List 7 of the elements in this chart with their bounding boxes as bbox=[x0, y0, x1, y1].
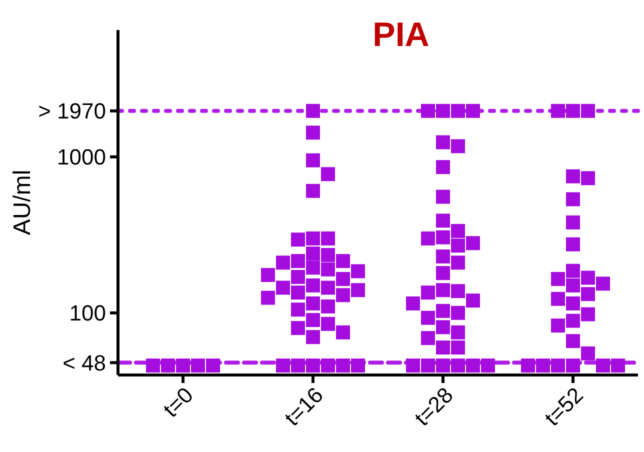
y-tick-label: 1000 bbox=[57, 144, 106, 170]
x-tick-label: t=0 bbox=[158, 382, 198, 422]
y-tick-label: 100 bbox=[69, 300, 106, 326]
y-tick-label: > 1970 bbox=[38, 98, 106, 124]
chart-title: PIA bbox=[372, 16, 430, 54]
y-tick-label: < 48 bbox=[62, 350, 106, 376]
y-axis-title: AU/ml bbox=[9, 170, 36, 236]
